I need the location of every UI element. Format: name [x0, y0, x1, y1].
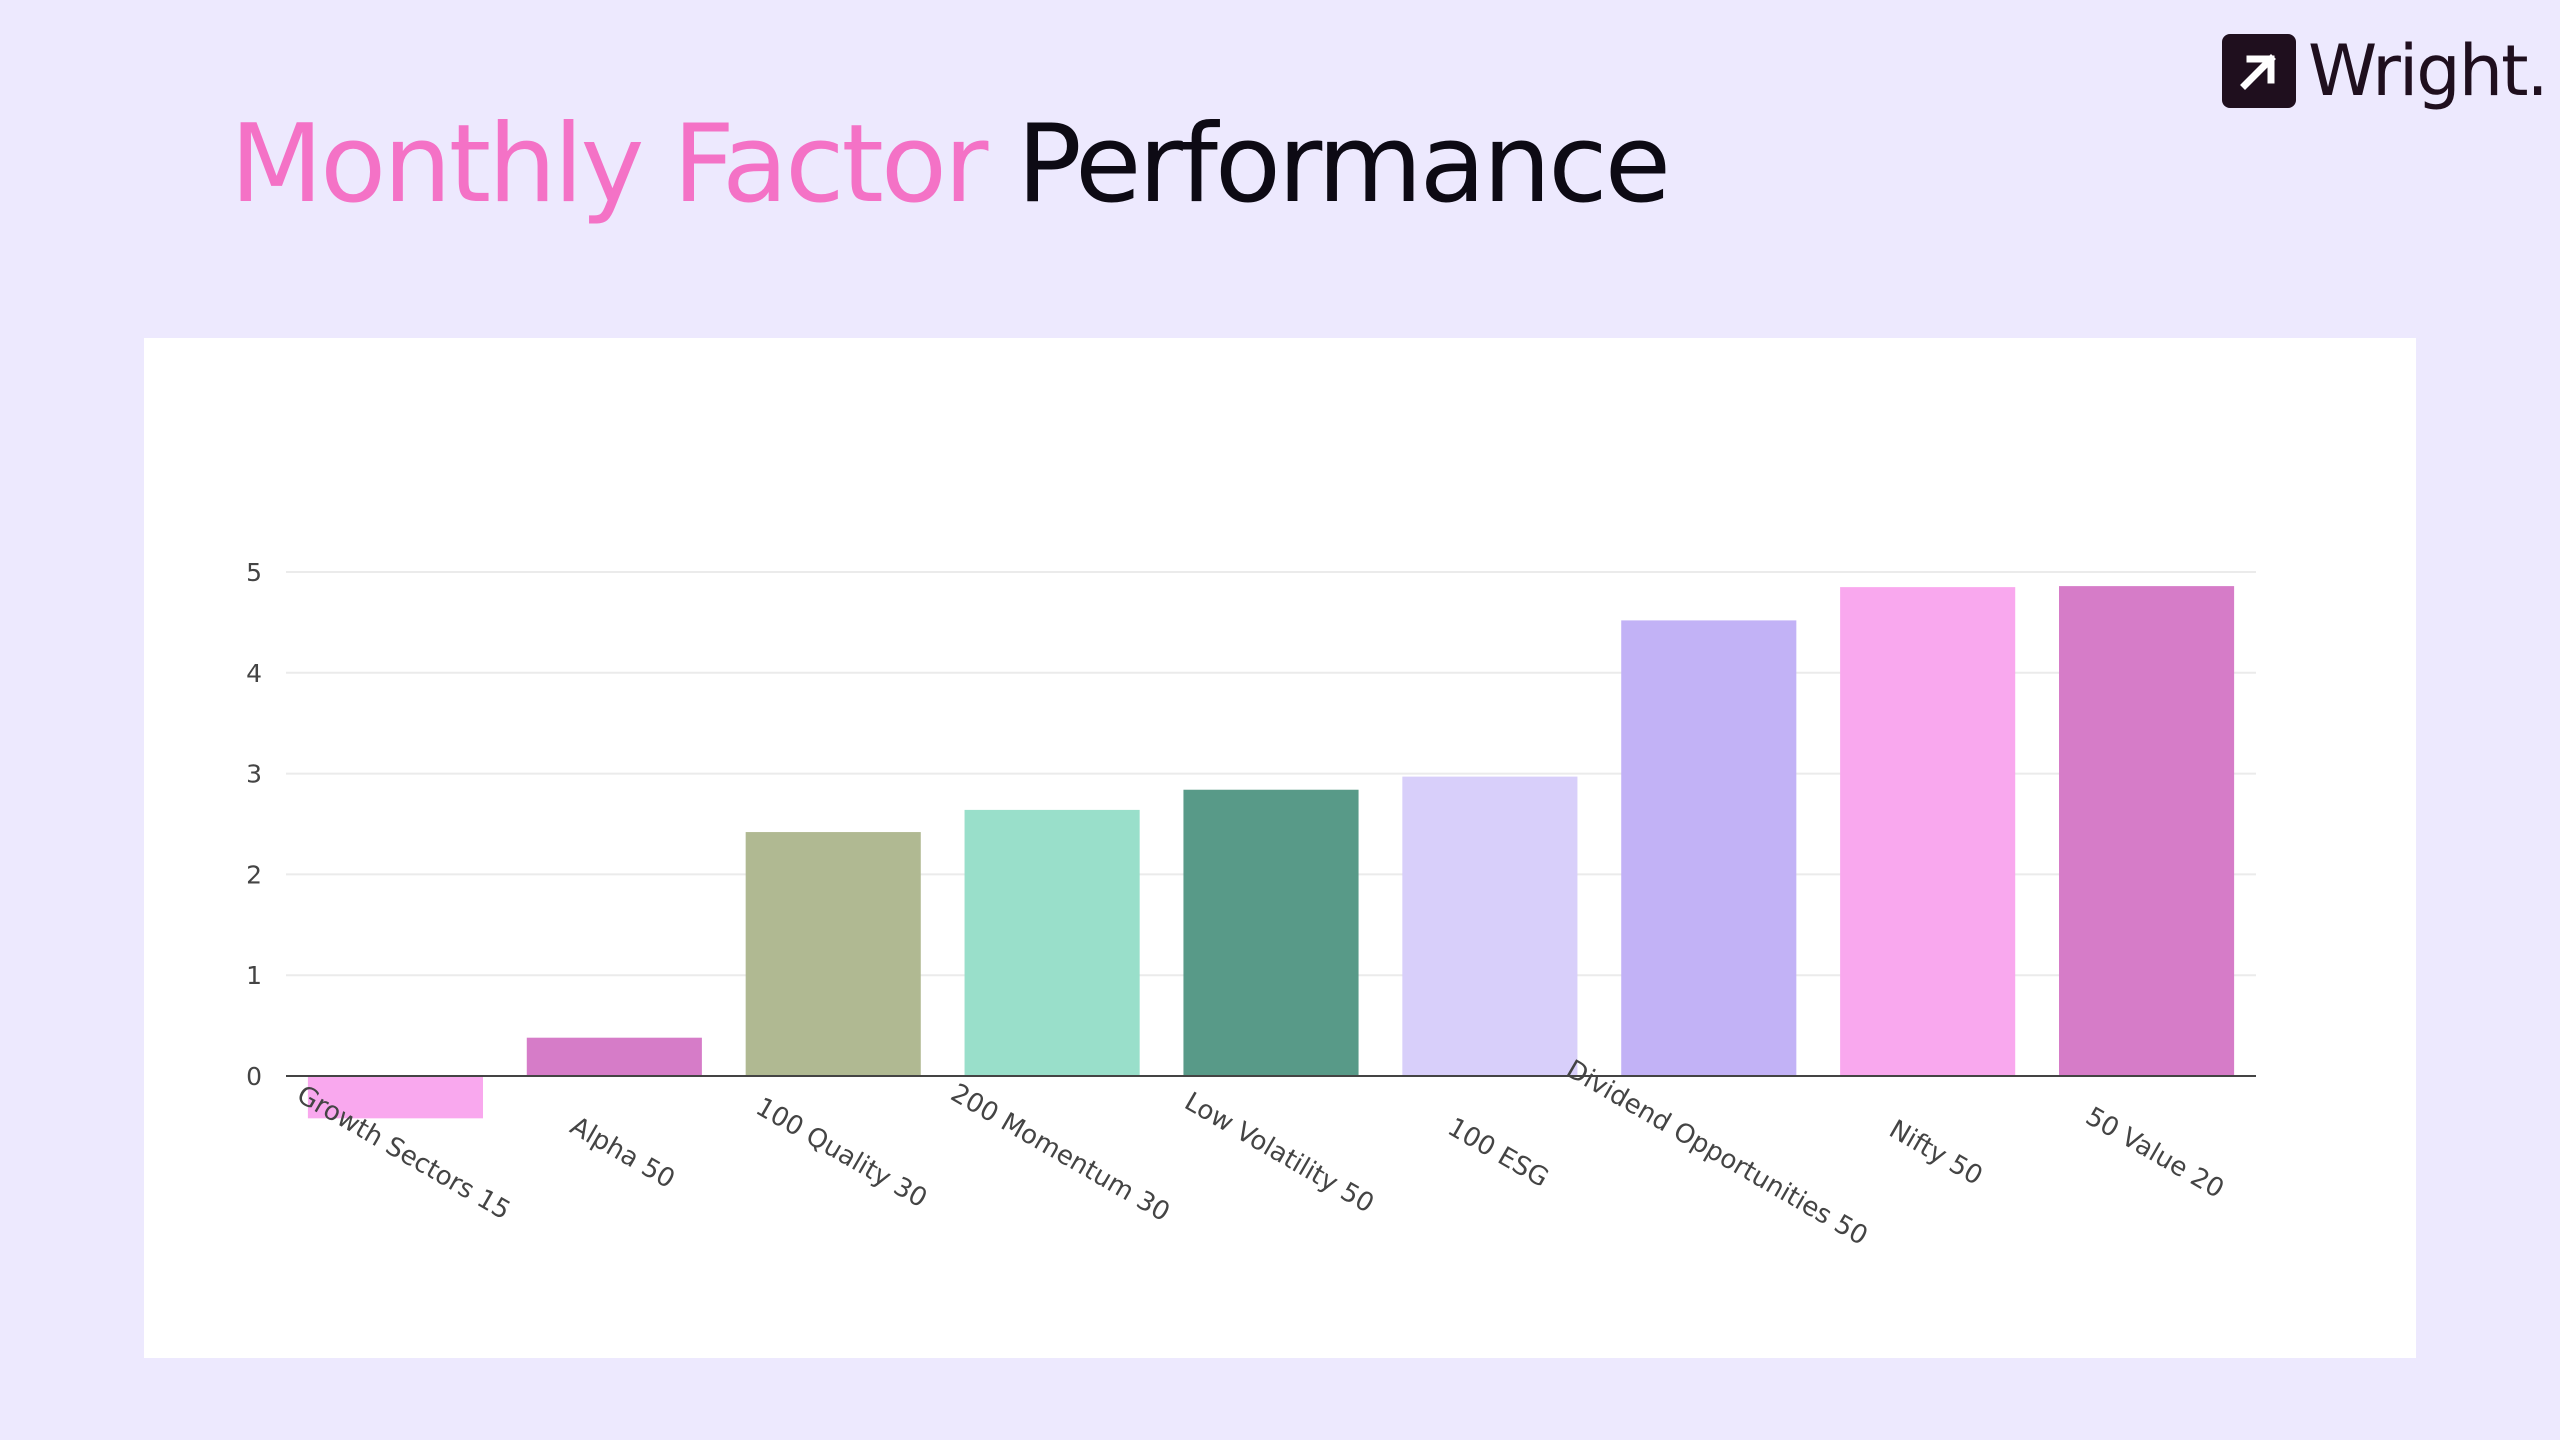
x-tick-label: Alpha 50 [565, 1111, 680, 1195]
x-tick-label: 200 Momentum 30 [945, 1078, 1174, 1228]
brand-logo: Wright. [2222, 30, 2549, 112]
x-tick-label: 100 Quality 30 [751, 1092, 932, 1214]
y-tick-label: 3 [246, 760, 262, 789]
x-tick-label: 100 ESG [1442, 1112, 1553, 1193]
y-tick-label: 5 [246, 558, 262, 587]
bar [745, 832, 921, 1076]
y-tick-label: 4 [246, 659, 262, 688]
bar [307, 1076, 483, 1119]
bar [1183, 789, 1359, 1076]
x-tick-label: 50 Value 20 [2080, 1102, 2228, 1205]
bar [964, 809, 1140, 1076]
y-tick-label: 2 [246, 860, 262, 889]
x-tick-label: Dividend Opportunities 50 [1561, 1054, 1872, 1251]
page-title-highlight: Monthly Factor [230, 102, 988, 227]
y-tick-label: 1 [246, 961, 262, 990]
x-tick-label: Low Volatility 50 [1179, 1087, 1379, 1220]
y-tick-label: 0 [246, 1062, 262, 1091]
bar [2059, 586, 2235, 1076]
arrow-up-right-icon [2222, 34, 2296, 108]
bar [1840, 587, 2016, 1076]
bar [1402, 776, 1578, 1076]
bar [526, 1037, 702, 1076]
x-tick-label: Nifty 50 [1884, 1115, 1988, 1192]
brand-name: Wright. [2308, 30, 2549, 112]
page-title-rest: Performance [1016, 102, 1671, 227]
page-title: Monthly Factor Performance [230, 100, 1671, 230]
bar [1621, 620, 1797, 1076]
